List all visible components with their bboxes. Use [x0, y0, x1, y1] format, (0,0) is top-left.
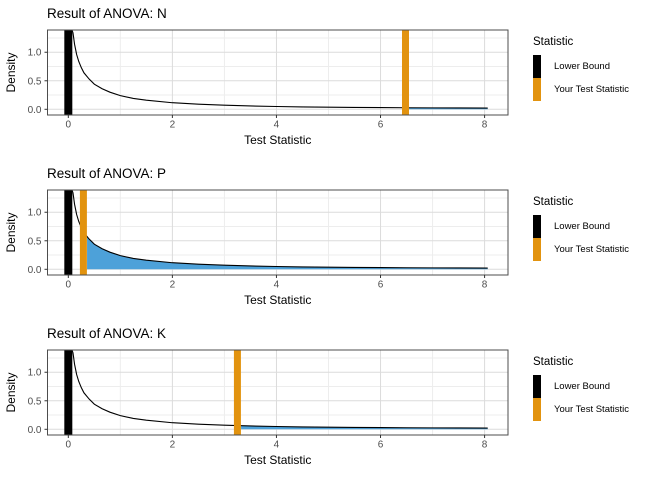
- svg-text:6: 6: [378, 120, 384, 131]
- svg-text:Test Statistic: Test Statistic: [244, 293, 311, 307]
- svg-text:0.0: 0.0: [28, 265, 42, 276]
- svg-text:0: 0: [66, 280, 72, 291]
- panel-title-n: Result of ANOVA: N: [47, 6, 167, 21]
- svg-text:4: 4: [274, 120, 280, 131]
- svg-text:Density: Density: [4, 212, 18, 252]
- anova-panel-row-p: Result of ANOVA: P 0 2 4 6 8 0.0 0.5 1.0 Test St…: [0, 160, 672, 320]
- svg-text:1.0: 1.0: [28, 48, 42, 59]
- svg-text:0.5: 0.5: [28, 76, 42, 87]
- svg-text:0: 0: [66, 440, 72, 451]
- legend-item-label: Your Test Statistic: [554, 244, 629, 255]
- legend-item-lower-bound: Lower Bound: [533, 55, 672, 78]
- svg-text:6: 6: [378, 440, 384, 451]
- svg-text:0.0: 0.0: [28, 105, 42, 116]
- svg-text:4: 4: [274, 280, 280, 291]
- svg-text:4: 4: [274, 440, 280, 451]
- test-statistic-swatch: [533, 238, 541, 261]
- density-plot-p: 0 2 4 6 8 0.0 0.5 1.0 Test Statistic Density: [4, 189, 509, 307]
- svg-text:1.0: 1.0: [28, 208, 42, 219]
- legend-item-test-statistic: Your Test Statistic: [533, 78, 672, 101]
- legend-title: Statistic: [533, 36, 574, 48]
- legend-item-label: Lower Bound: [554, 61, 610, 72]
- svg-text:8: 8: [482, 440, 488, 451]
- test-statistic-swatch: [533, 398, 541, 421]
- legend-p: Statistic Lower Bound Your Test Statisti…: [533, 196, 672, 261]
- legend-title: Statistic: [533, 196, 574, 208]
- legend-item-test-statistic: Your Test Statistic: [533, 398, 672, 421]
- svg-text:8: 8: [482, 120, 488, 131]
- lower-bound-swatch: [533, 215, 541, 238]
- density-plot-n: 0 2 4 6 8 0.0 0.5 1.0 Test Statistic Density: [4, 29, 509, 147]
- svg-text:Density: Density: [4, 52, 18, 92]
- svg-text:2: 2: [170, 440, 176, 451]
- legend-n: Statistic Lower Bound Your Test Statisti…: [533, 36, 672, 101]
- svg-text:2: 2: [170, 120, 176, 131]
- svg-text:1.0: 1.0: [28, 368, 42, 379]
- svg-text:0.0: 0.0: [28, 425, 42, 436]
- svg-text:0.5: 0.5: [28, 236, 42, 247]
- legend-title: Statistic: [533, 356, 574, 368]
- test-statistic-swatch: [533, 78, 541, 101]
- svg-text:6: 6: [378, 280, 384, 291]
- density-plot-k: 0 2 4 6 8 0.0 0.5 1.0 Test Statistic Density: [4, 349, 509, 467]
- legend-item-lower-bound: Lower Bound: [533, 215, 672, 238]
- lower-bound-swatch: [533, 55, 541, 78]
- svg-text:Density: Density: [4, 372, 18, 412]
- svg-text:0: 0: [66, 120, 72, 131]
- anova-panel-row-k: Result of ANOVA: K 0 2 4 6 8 0.0 0.5 1.0 Test St…: [0, 320, 672, 480]
- legend-item-lower-bound: Lower Bound: [533, 375, 672, 398]
- svg-text:0.5: 0.5: [28, 396, 42, 407]
- legend-item-label: Your Test Statistic: [554, 84, 629, 95]
- panel-title-k: Result of ANOVA: K: [47, 326, 167, 341]
- anova-panel-row-n: Result of ANOVA: N 0 2 4 6 8 0.0 0.5 1.0 Test St…: [0, 0, 672, 160]
- lower-bound-swatch: [533, 375, 541, 398]
- svg-text:2: 2: [170, 280, 176, 291]
- svg-text:Test Statistic: Test Statistic: [244, 453, 311, 467]
- legend-item-label: Lower Bound: [554, 221, 610, 232]
- legend-item-test-statistic: Your Test Statistic: [533, 238, 672, 261]
- legend-k: Statistic Lower Bound Your Test Statisti…: [533, 356, 672, 421]
- svg-text:Test Statistic: Test Statistic: [244, 133, 311, 147]
- svg-text:8: 8: [482, 280, 488, 291]
- legend-item-label: Your Test Statistic: [554, 404, 629, 415]
- panel-title-p: Result of ANOVA: P: [47, 166, 167, 181]
- legend-item-label: Lower Bound: [554, 381, 610, 392]
